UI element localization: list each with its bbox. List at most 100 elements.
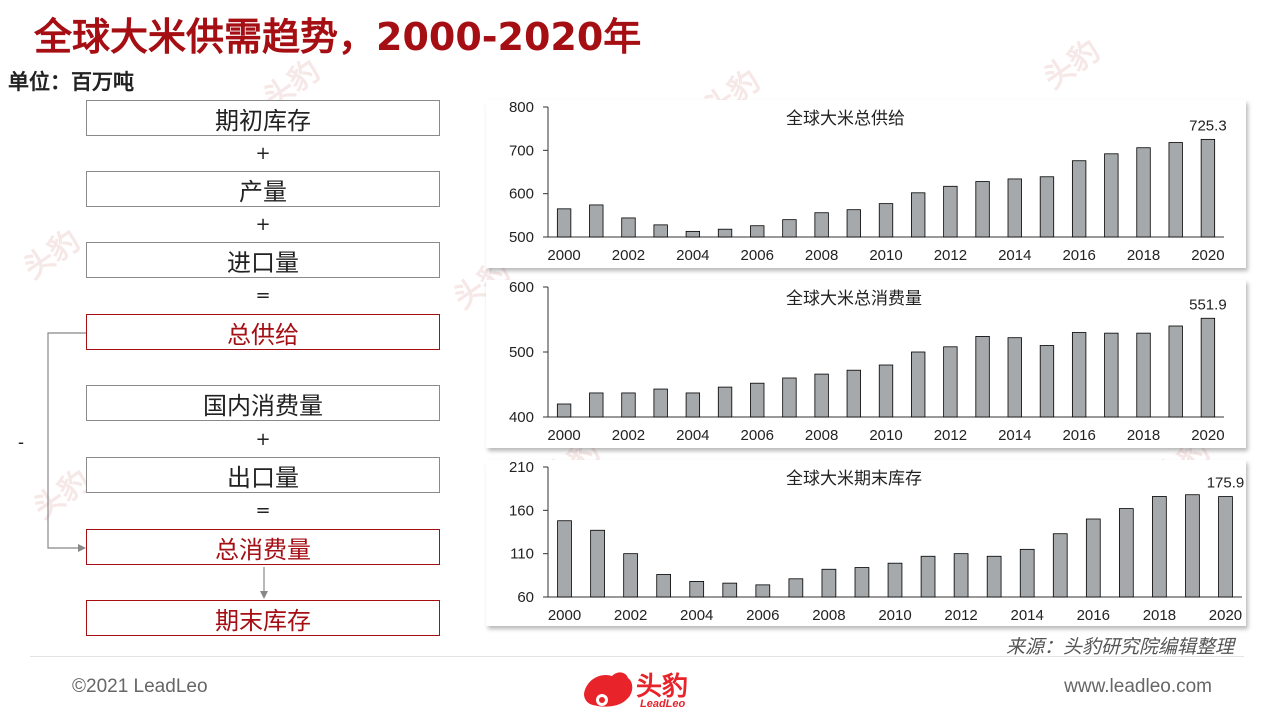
flow-box-total-supply: 总供给: [86, 314, 440, 350]
x-tick-label: 2010: [869, 427, 902, 444]
x-tick-label: 2016: [1077, 607, 1110, 624]
x-tick-label: 2012: [944, 607, 977, 624]
bar-2017: [1118, 508, 1134, 598]
x-tick-label: 2012: [934, 427, 967, 444]
y-tick-label: 600: [509, 279, 534, 296]
x-tick-label: 2002: [612, 247, 645, 264]
bar-2009: [846, 369, 861, 418]
bar-2013: [975, 181, 990, 238]
bar-2004: [685, 392, 701, 418]
x-tick-label: 2020: [1191, 247, 1224, 264]
x-tick-label: 2014: [1011, 607, 1044, 624]
bar-2016: [1071, 160, 1087, 238]
bar-2006: [750, 382, 765, 418]
x-tick-label: 2012: [934, 247, 967, 264]
y-tick-label: 600: [509, 186, 534, 203]
bar-2017: [1104, 332, 1119, 418]
x-tick-label: 2004: [676, 247, 709, 264]
chart-panel-consumption: [486, 280, 1246, 448]
bar-2019: [1168, 325, 1183, 418]
bar-2002: [621, 217, 636, 238]
bar-2014: [1019, 548, 1035, 598]
bar-2011: [920, 555, 936, 598]
bar-2016: [1085, 518, 1101, 598]
leopard-icon: [584, 672, 633, 707]
plus-sign: +: [255, 143, 271, 164]
flow-box-total-consumption: 总消费量: [86, 529, 440, 565]
bar-2020: [1218, 496, 1233, 598]
bar-2004: [689, 581, 705, 598]
x-tick-label: 2018: [1143, 607, 1176, 624]
bar-2014: [1007, 337, 1022, 418]
x-tick-label: 2006: [741, 247, 774, 264]
page-title: 全球大米供需趋势，2000-2020年: [34, 15, 642, 59]
arrow-head: [78, 544, 86, 552]
bar-2019: [1185, 494, 1200, 598]
y-tick-label: 110: [510, 546, 534, 563]
x-tick-label: 2004: [680, 607, 713, 624]
y-tick-label: 60: [517, 589, 534, 606]
bar-2001: [589, 204, 604, 238]
bar-2011: [911, 351, 926, 418]
x-tick-label: 2014: [998, 427, 1031, 444]
copyright-text: ©2021 LeadLeo: [72, 676, 208, 697]
chart-supply: 500 600 700 800 2000 2002 2004 2006 2008 2010 2012…: [509, 99, 1227, 264]
logo-text: 头豹: [636, 672, 689, 702]
plus-sign: +: [255, 429, 271, 450]
unit-label: 单位：百万吨: [8, 70, 134, 94]
footer-divider: [30, 656, 1244, 657]
bar-2010: [887, 562, 903, 598]
data-label-last: 175.9: [1207, 475, 1245, 492]
bar-2003: [653, 388, 668, 418]
bar-2007: [782, 377, 797, 418]
bar-2000: [557, 520, 572, 598]
website-link[interactable]: www.leadleo.com: [1064, 676, 1212, 697]
x-tick-label: 2010: [878, 607, 911, 624]
bar-2005: [717, 228, 733, 238]
bar-2013: [975, 336, 990, 418]
x-tick-label: 2010: [869, 247, 902, 264]
bar-2004: [685, 230, 701, 238]
bar-2001: [589, 392, 604, 418]
bar-2000: [556, 208, 572, 238]
flow-box-exports: 出口量: [86, 457, 440, 493]
y-tick-label: 700: [509, 142, 534, 159]
bar-2008: [814, 373, 829, 418]
bar-2007: [788, 578, 804, 598]
chart-title: 全球大米期末库存: [786, 469, 922, 489]
bar-2003: [653, 224, 668, 238]
bar-2002: [621, 392, 636, 418]
x-tick-label: 2016: [1062, 427, 1095, 444]
bar-2020: [1200, 138, 1216, 238]
flow-box-domestic-consumption: 国内消费量: [86, 385, 440, 421]
bar-2012: [943, 346, 958, 418]
bar-2020: [1200, 317, 1216, 418]
bar-2015: [1039, 345, 1055, 418]
y-tick-label: 400: [509, 409, 534, 426]
logo-subtext: LeadLeo: [640, 698, 686, 710]
x-tick-label: 2004: [676, 427, 709, 444]
x-tick-label: 2016: [1062, 247, 1095, 264]
bar-2011: [911, 192, 926, 238]
x-tick-label: 2002: [614, 607, 647, 624]
bar-2002: [623, 553, 638, 598]
bar-2010: [878, 203, 894, 238]
flow-box-ending-stock: 期末库存: [86, 600, 440, 636]
x-tick-label: 2000: [547, 247, 580, 264]
x-tick-label: 2008: [812, 607, 845, 624]
y-tick-label: 160: [509, 502, 534, 519]
flow-box-opening-stock: 期初库存: [86, 100, 440, 136]
flow-connectors: [47, 332, 268, 599]
bar-2005: [717, 386, 733, 418]
x-tick-label: 2020: [1209, 607, 1242, 624]
source-note: 来源：头豹研究院编辑整理: [1005, 636, 1234, 658]
x-tick-label: 2008: [805, 427, 838, 444]
bar-2018: [1136, 147, 1151, 238]
x-tick-label: 2018: [1127, 247, 1160, 264]
equals-sign: =: [255, 285, 271, 306]
x-tick-label: 2008: [805, 247, 838, 264]
bar-2003: [656, 574, 672, 598]
chart-ending-stock: 60 110 160 210 2000 2002 2004 2006 2008 2010 2012 2…: [509, 459, 1245, 624]
x-tick-label: 2000: [547, 427, 580, 444]
chart-panel-supply: [486, 100, 1246, 268]
